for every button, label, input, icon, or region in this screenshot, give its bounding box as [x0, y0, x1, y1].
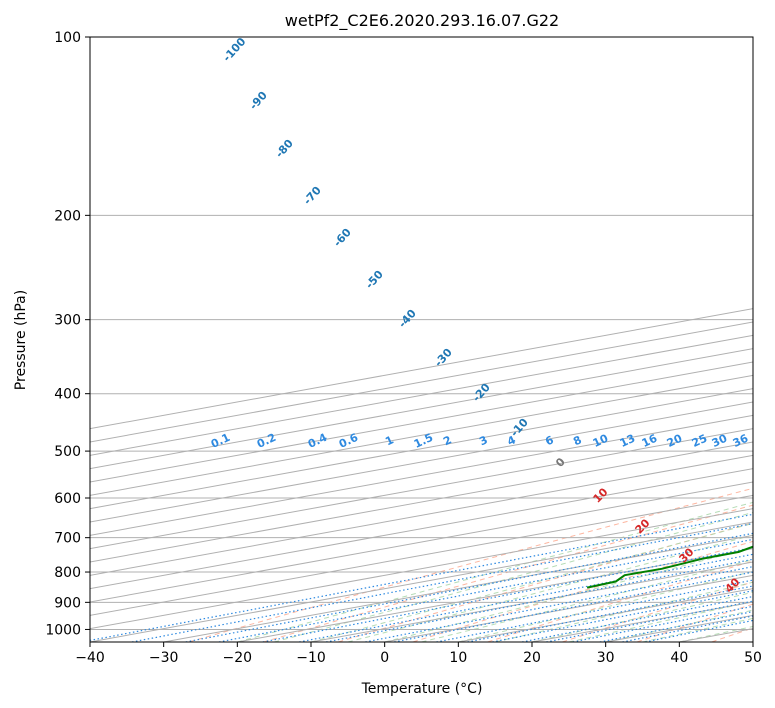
x-tick-label: 40 [670, 650, 688, 666]
moist-adiabat-line [310, 522, 753, 642]
isotherm-line [90, 334, 753, 456]
y-tick-label: 600 [54, 491, 81, 507]
mixing-ratio-label: 25 [690, 432, 709, 450]
y-tick-label: 200 [54, 208, 81, 224]
isotherm-line [90, 428, 753, 550]
x-tick-label: 50 [744, 650, 762, 666]
plot-frame [89, 36, 754, 643]
mixing-ratio-line [546, 600, 753, 642]
x-tick-label: −20 [223, 650, 253, 666]
mixing-ratio-label: 20 [665, 432, 685, 450]
mixing-ratio-label: 10 [591, 432, 611, 450]
mixing-ratio-line [218, 538, 753, 642]
x-tick-label: −30 [149, 650, 179, 666]
dry-adiabat-line [188, 487, 753, 642]
x-tick-label: −10 [296, 650, 326, 666]
mixing-ratio-line [599, 610, 753, 642]
mixing-ratio-line [572, 605, 753, 642]
y-tick-label: 800 [54, 565, 81, 581]
dry-adiabat-line [338, 522, 753, 642]
x-tick-label: 10 [449, 650, 467, 666]
y-tick-label: 300 [54, 313, 81, 329]
isotherm-line [163, 534, 753, 642]
dry-adiabat-line [562, 581, 753, 642]
mixing-ratio-label: 36 [731, 432, 751, 450]
isotherm-line [90, 481, 753, 603]
isotherm-line [90, 468, 753, 590]
y-tick-label: 700 [54, 531, 81, 547]
x-tick-label: −40 [75, 650, 105, 666]
x-tick-label: 20 [523, 650, 541, 666]
x-axis-label: Temperature (°C) [361, 681, 483, 697]
isotherm-line [90, 321, 753, 443]
x-tick-label: 0 [380, 650, 389, 666]
mixing-ratio-line [622, 615, 753, 642]
x-axis: −40 −30 −20 −10 0 10 20 30 40 50 [75, 642, 762, 666]
mixing-ratio-line [521, 595, 753, 642]
mixing-ratio-line [185, 532, 753, 642]
y-tick-label: 500 [54, 444, 81, 460]
y-tick-label: 400 [54, 387, 81, 403]
mixing-ratio-line [262, 546, 753, 642]
isotherm-line [90, 308, 753, 430]
background-lines [90, 37, 753, 642]
y-tick-label: 900 [54, 595, 81, 611]
isotherm-line [90, 494, 753, 616]
isotherm-line [90, 454, 753, 576]
isotherm-line [90, 521, 753, 642]
isotherm-line [90, 441, 753, 563]
mixing-ratio-label: 16 [640, 432, 660, 450]
mixing-ratio-line [131, 522, 753, 642]
y-axis: 100 200 300 400 500 600 700 800 900 1000 [45, 30, 90, 638]
chart-title: wetPf2_C2E6.2020.293.16.07.G22 [285, 11, 559, 31]
y-tick-label: 1000 [45, 622, 81, 638]
x-tick-label: 30 [597, 650, 615, 666]
mixing-ratio-label: 30 [710, 432, 730, 450]
isotherm-line [90, 508, 753, 630]
moist-adiabat-line [421, 559, 753, 642]
y-axis-label: Pressure (hPa) [13, 290, 29, 390]
mixing-ratio-label: 13 [618, 432, 637, 450]
y-tick-label: 100 [54, 30, 81, 46]
